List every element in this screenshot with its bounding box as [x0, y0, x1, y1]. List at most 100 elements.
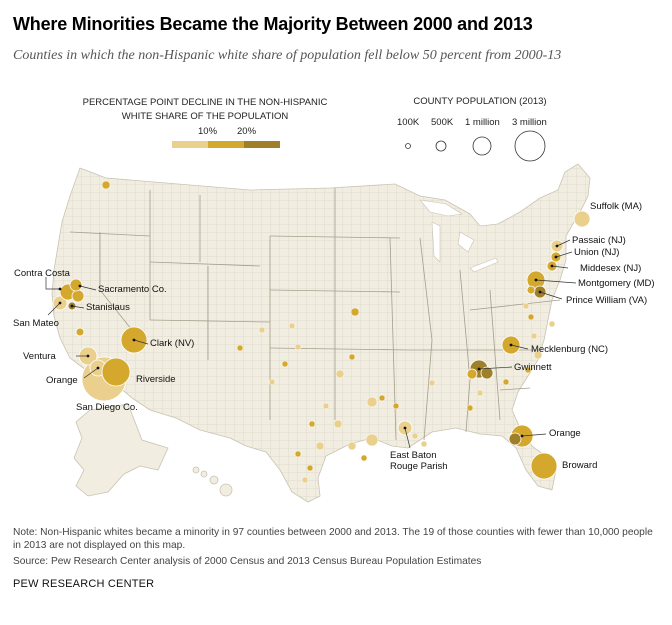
county-marker: [524, 366, 532, 374]
state-borders: [69, 188, 561, 441]
population-legend-circle-500k: [435, 140, 447, 152]
county-marker: [315, 441, 325, 451]
county-marker: [428, 379, 436, 387]
population-legend-label-1m: 1 million: [465, 117, 500, 128]
county-marker: [268, 378, 276, 386]
leader-dots: [58, 244, 559, 438]
chart-title: Where Minorities Became the Majority Bet…: [13, 14, 533, 34]
decline-legend-swatch-low: [172, 141, 208, 148]
label-san-mateo: San Mateo: [13, 318, 59, 329]
leader-lines: [45, 239, 577, 449]
label-montgomery: Montgomery (MD): [578, 278, 655, 289]
lake-huron: [457, 231, 475, 253]
county-bubble-riverside: [101, 357, 131, 387]
label-contra-costa: Contra Costa: [14, 268, 70, 279]
decline-legend-tick-10: 10%: [198, 126, 218, 137]
label-union: Union (NJ): [574, 247, 620, 258]
footnote: Note: Non-Hispanic whites became a minor…: [13, 527, 653, 551]
county-marker: [236, 344, 244, 352]
population-legend-title: COUNTY POPULATION (2013): [413, 96, 547, 107]
county-marker: [301, 476, 309, 484]
labeled-county-bubbles: [52, 210, 591, 480]
label-ventura: Ventura: [23, 351, 56, 362]
decline-legend-swatch-mid: [208, 141, 244, 148]
county-marker: [294, 343, 302, 351]
label-orange-ca: Orange: [46, 375, 78, 386]
county-marker: [411, 432, 419, 440]
county-grid: [52, 164, 590, 502]
county-marker: [466, 404, 474, 412]
population-legend-circle-1m: [472, 136, 492, 156]
county-marker: [378, 394, 386, 402]
label-broward: Broward: [562, 460, 598, 471]
label-mecklenburg: Mecklenburg (NC): [531, 344, 609, 355]
county-marker: [322, 402, 330, 410]
county-bubble-va-suburb: [526, 285, 536, 295]
county-marker: [527, 313, 535, 321]
label-east-baton-rouge-line2: Rouge Parish: [390, 461, 448, 472]
hawaii-shape: [192, 466, 233, 497]
county-marker: [548, 320, 556, 328]
lake-superior: [419, 199, 463, 217]
county-marker: [333, 419, 343, 429]
publisher-credit: PEW RESEARCH CENTER: [13, 578, 155, 590]
label-east-baton-rouge-line1: East Baton: [390, 450, 437, 461]
county-bubble-broward: [530, 452, 558, 480]
decline-legend-title-line2: WHITE SHARE OF THE POPULATION: [121, 111, 289, 122]
label-suffolk: Suffolk (MA): [590, 201, 643, 212]
chart-subtitle: Counties in which the non-Hispanic white…: [13, 48, 562, 63]
county-marker: [348, 353, 356, 361]
label-sacramento: Sacramento Co.: [98, 284, 167, 295]
small-county-markers: [101, 180, 556, 484]
county-marker: [392, 402, 400, 410]
county-marker: [366, 396, 378, 408]
county-marker: [522, 302, 530, 310]
county-marker: [308, 420, 316, 428]
county-marker: [306, 464, 314, 472]
county-marker: [476, 389, 484, 397]
county-bubble-stanislaus-area: [71, 289, 85, 303]
county-bubble-osceola: [508, 432, 522, 446]
decline-legend-tick-20: 20%: [237, 126, 257, 137]
label-san-diego: San Diego Co.: [76, 402, 138, 413]
label-gwinnett: Gwinnett: [514, 362, 552, 373]
source-line: Source: Pew Research Center analysis of …: [13, 556, 482, 567]
population-legend-label-100k: 100K: [397, 117, 420, 128]
label-orange-fl: Orange: [549, 428, 581, 439]
population-legend-label-3m: 3 million: [512, 117, 547, 128]
population-legend-circle-3m: [514, 130, 546, 162]
label-stanislaus: Stanislaus: [86, 302, 130, 313]
county-marker: [294, 450, 302, 458]
county-marker: [258, 326, 266, 334]
county-marker: [533, 350, 543, 360]
alaska-shape: [73, 403, 169, 497]
county-marker: [360, 454, 368, 462]
county-marker: [347, 441, 357, 451]
label-passaic: Passaic (NJ): [572, 235, 626, 246]
county-bubble-atlanta-suburb: [466, 368, 478, 380]
county-marker: [335, 369, 345, 379]
label-east-baton-rouge: East Baton Rouge Parish: [390, 450, 448, 472]
population-legend-circle-100k: [405, 143, 411, 149]
decline-legend-swatch-high: [244, 141, 280, 148]
population-legend-label-500k: 500K: [431, 117, 454, 128]
county-marker: [101, 180, 111, 190]
county-marker: [502, 378, 510, 386]
decline-legend-title-line1: PERCENTAGE POINT DECLINE IN THE NON-HISP…: [82, 97, 328, 108]
label-middlesex: Middesex (NJ): [580, 263, 642, 274]
county-bubble-suffolk: [573, 210, 591, 228]
county-bubble-kern: [75, 327, 85, 337]
label-riverside: Riverside: [136, 374, 176, 385]
lake-erie: [469, 257, 499, 273]
label-clark: Clark (NV): [150, 338, 195, 349]
county-bubble-gwinnett-neighbor: [480, 366, 494, 380]
county-marker: [530, 332, 538, 340]
county-marker: [365, 433, 379, 447]
county-bubble-sacramento: [69, 278, 83, 292]
county-marker: [281, 360, 289, 368]
decline-legend-title: PERCENTAGE POINT DECLINE IN THE NON-HISP…: [70, 96, 340, 124]
lake-michigan: [431, 221, 441, 263]
county-marker: [288, 322, 296, 330]
county-marker: [420, 440, 428, 448]
